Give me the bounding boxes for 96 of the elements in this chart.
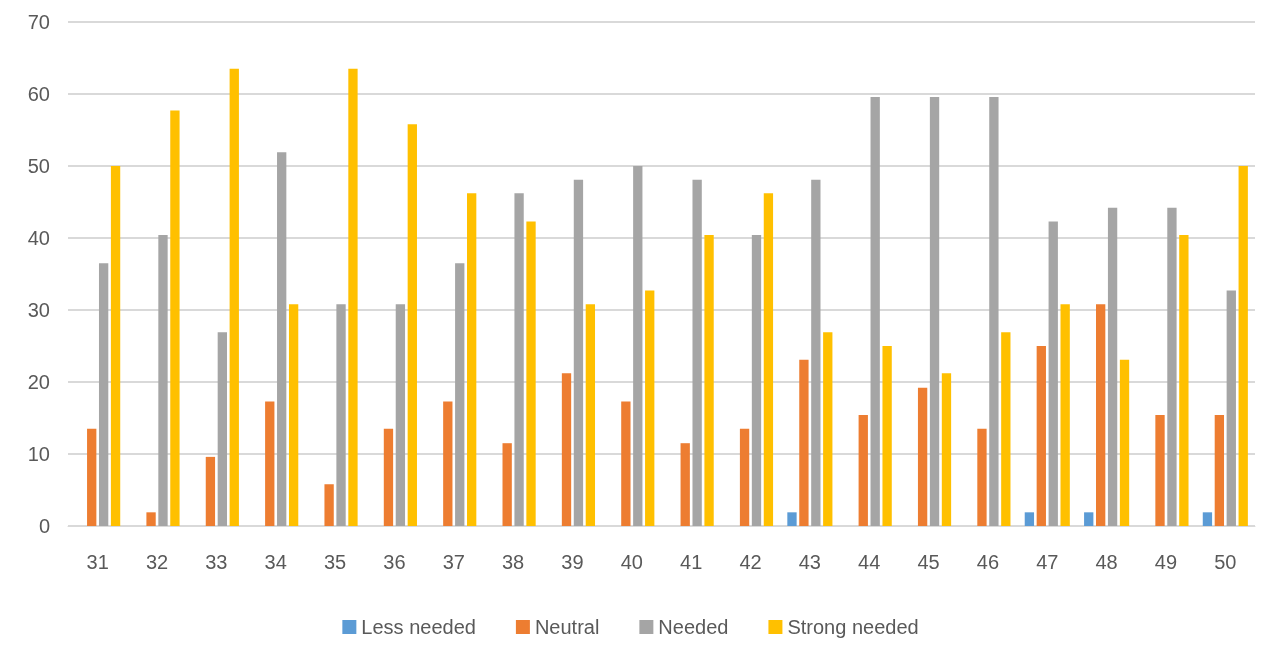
x-tick-label: 42 (739, 551, 762, 573)
x-tick-label: 36 (383, 551, 406, 573)
bar (467, 193, 477, 526)
x-tick-label: 33 (205, 551, 228, 573)
bar (704, 235, 714, 526)
bar (1155, 415, 1165, 526)
bar (823, 332, 833, 526)
x-tick-label: 34 (264, 551, 287, 573)
bar (98, 263, 109, 526)
x-tick-label: 44 (858, 551, 881, 573)
y-tick-label: 60 (27, 83, 50, 105)
x-tick-label: 46 (976, 551, 1000, 573)
bar (799, 359, 809, 526)
bar (158, 235, 168, 526)
bar (870, 96, 880, 526)
bar (573, 179, 584, 526)
bar (277, 152, 287, 526)
y-tick-label: 70 (27, 11, 50, 33)
x-tick-label: 48 (1095, 551, 1118, 573)
bar (1119, 359, 1130, 526)
bar (585, 304, 596, 526)
x-tick-label: 49 (1154, 551, 1178, 573)
bar (917, 387, 928, 526)
bar (443, 401, 453, 526)
bar (1060, 304, 1070, 526)
y-tick-label: 20 (27, 371, 50, 393)
bar (858, 415, 868, 526)
bar (787, 512, 797, 526)
bar (265, 401, 275, 526)
bar (977, 428, 987, 526)
bar (1096, 304, 1106, 526)
y-tick-label: 0 (38, 515, 50, 537)
x-tick-label: 40 (620, 551, 643, 573)
bar (502, 443, 512, 526)
x-tick-label: 39 (561, 551, 584, 573)
bar (1202, 512, 1213, 526)
bar (739, 428, 750, 526)
bar (383, 428, 394, 526)
bar (395, 304, 406, 526)
bar (929, 96, 940, 526)
y-tick-label: 30 (27, 299, 50, 321)
bar (1048, 221, 1058, 526)
x-tick-label: 47 (1036, 551, 1059, 573)
bar (348, 68, 358, 526)
x-tick-label: 37 (442, 551, 465, 573)
bar (229, 68, 239, 526)
bar (763, 193, 774, 526)
bar (645, 290, 655, 526)
y-tick-label: 40 (27, 227, 50, 249)
bar (110, 166, 121, 526)
bar (146, 512, 156, 526)
bar (1107, 207, 1118, 526)
bar (514, 193, 524, 526)
bar (1036, 346, 1046, 526)
bar (87, 428, 97, 526)
x-tick-label: 31 (86, 551, 109, 573)
bar (1214, 415, 1225, 526)
bar (882, 346, 892, 526)
legend-label: Less needed (361, 616, 476, 638)
bar (407, 124, 417, 526)
x-tick-label: 45 (917, 551, 940, 573)
legend-label: Neutral (534, 616, 600, 638)
bar (526, 221, 536, 526)
bar (1238, 166, 1248, 526)
bar (324, 484, 334, 526)
x-tick-label: 38 (502, 551, 525, 573)
x-tick-label: 35 (323, 551, 347, 573)
bar (751, 235, 762, 526)
legend-label: Needed (658, 616, 729, 638)
bar (455, 263, 465, 526)
bar (1024, 512, 1035, 526)
bar (1084, 512, 1094, 526)
bar (1226, 290, 1236, 526)
bar (1179, 235, 1189, 526)
y-tick-label: 50 (27, 155, 50, 177)
x-tick-label: 41 (680, 551, 703, 573)
x-tick-label: 43 (798, 551, 821, 573)
bar (217, 332, 227, 526)
bar (561, 373, 572, 526)
bar (170, 110, 180, 526)
bar (692, 179, 702, 526)
y-tick-label: 10 (27, 443, 50, 465)
bar (989, 96, 999, 526)
legend-label: Strong needed (787, 616, 919, 638)
bar (633, 166, 643, 526)
bar (336, 304, 346, 526)
bar (1001, 332, 1011, 526)
bar (288, 304, 299, 526)
bar (205, 456, 216, 526)
bar (941, 373, 952, 526)
x-tick-label: 50 (1214, 551, 1237, 573)
bar (811, 179, 821, 526)
bar (621, 401, 631, 526)
bar (1167, 207, 1177, 526)
bar (680, 443, 690, 526)
x-tick-label: 32 (145, 551, 169, 573)
